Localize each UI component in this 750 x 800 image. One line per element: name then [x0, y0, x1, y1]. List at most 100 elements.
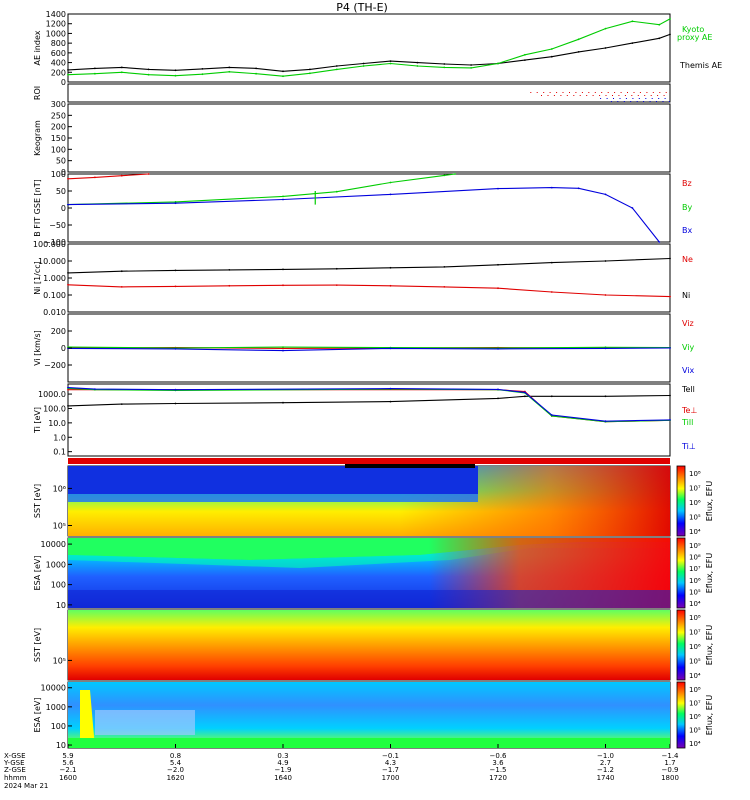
data-point	[550, 261, 553, 264]
data-point	[389, 60, 392, 62]
legend-ti-perp: Ti⊥	[681, 442, 696, 451]
data-point	[120, 174, 123, 177]
roi-mark	[530, 92, 532, 93]
colorbar-tick-label: 10⁶	[689, 643, 701, 651]
data-point	[604, 420, 607, 423]
series-line-vix	[67, 347, 671, 352]
colorbar-tick-label: 10⁸	[689, 554, 701, 562]
y-tick-label: 0.010	[43, 308, 66, 317]
y-tick-label: 100	[51, 145, 66, 154]
colorbar-label: Eflux, EFU	[705, 553, 714, 594]
y-tick-label: 1000	[46, 703, 66, 712]
data-point	[669, 257, 671, 260]
data-point	[389, 347, 392, 350]
series-line-ne	[67, 257, 671, 274]
data-point	[577, 187, 580, 190]
colorbars: 10⁸ 10⁷ 10⁶ 10⁵ 10⁴ Eflux, EFU 10⁹ 10⁸ 10⁷ 10⁶ 10⁵…	[676, 465, 714, 749]
data-point	[443, 63, 446, 65]
panel-frame-temperature	[67, 383, 671, 457]
y-tick-label: 10.0	[48, 419, 66, 428]
data-point	[454, 173, 456, 175]
roi-mark	[649, 101, 651, 102]
legend-ni: Ni	[682, 291, 690, 300]
data-point	[389, 266, 392, 269]
data-point	[604, 294, 607, 296]
colorbar-tick-label: 10⁸	[689, 686, 701, 694]
data-point	[389, 387, 392, 390]
roi-mark	[659, 92, 661, 93]
y-tick-label: 200	[51, 123, 66, 132]
data-point	[335, 190, 338, 193]
roi-mark	[600, 98, 602, 99]
colorbar-tick-label: 10⁷	[689, 700, 701, 708]
legend-viz: Viz	[682, 319, 694, 328]
roi-mark	[638, 98, 640, 99]
quality-bar-red	[68, 458, 670, 464]
panel-frame-bfield	[67, 173, 671, 243]
data-point	[94, 388, 96, 390]
data-point	[497, 62, 499, 65]
colorbar-tick-label: 10⁷	[689, 565, 701, 573]
data-point	[147, 173, 150, 175]
data-point	[255, 67, 257, 70]
colorbar-tick-label: 10⁸	[689, 614, 701, 622]
tick-z-gse: −2.0	[167, 766, 184, 774]
roi-mark	[625, 98, 627, 99]
tick-x-gse: 0.3	[277, 752, 288, 760]
y-tick-label: 400	[51, 59, 66, 68]
line-series	[67, 18, 671, 423]
colorbar-sst-electron	[676, 465, 686, 537]
roi-mark	[657, 95, 659, 96]
roi-mark	[633, 92, 635, 93]
y-tick-label: 0.100	[43, 291, 66, 300]
data-point	[174, 269, 177, 272]
data-point	[67, 177, 69, 180]
tick-z-gse: −1.9	[275, 766, 292, 774]
data-point	[389, 400, 392, 403]
data-point	[550, 48, 553, 50]
y-tick-label: 1.000	[43, 274, 66, 283]
data-point	[67, 405, 69, 407]
data-point	[669, 419, 671, 421]
panel-frame-roi	[67, 83, 671, 103]
y-tick-label: 0	[61, 204, 66, 213]
data-point	[335, 68, 338, 71]
data-point	[604, 193, 607, 196]
tick-hhmm: 1740	[597, 774, 615, 782]
roi-mark	[586, 95, 588, 96]
roi-mark	[556, 92, 558, 93]
y-tick-label: 10.000	[38, 257, 66, 266]
data-point	[669, 18, 671, 20]
data-point	[282, 268, 284, 271]
roi-mark	[607, 92, 609, 93]
data-point	[631, 42, 634, 44]
roi-mark	[636, 101, 638, 102]
series-line-ti-	[67, 387, 671, 422]
data-point	[658, 23, 661, 26]
data-point	[67, 388, 69, 391]
roi-mark	[665, 92, 667, 93]
roi-mark	[536, 92, 538, 93]
data-point	[362, 65, 365, 67]
data-point	[524, 53, 526, 56]
y-axis-label: SST [eV]	[33, 628, 42, 662]
y-tick-label: 50	[56, 157, 66, 166]
data-point	[94, 176, 96, 179]
y-tick-label: 300	[51, 100, 66, 109]
roi-mark	[637, 95, 639, 96]
roi-mark	[651, 98, 653, 99]
roi-mark	[627, 92, 628, 93]
y-tick-label: 100	[51, 581, 66, 590]
y-tick-label: 100.000	[33, 240, 66, 249]
roi-mark	[617, 101, 619, 102]
data-point	[67, 203, 69, 206]
data-point	[282, 70, 284, 73]
roi-mark	[560, 95, 562, 96]
tick-x-gse: −0.1	[382, 752, 399, 760]
data-point	[335, 65, 338, 67]
y-tick-label: 100.0	[43, 404, 66, 413]
y-tick-label: 0	[61, 344, 66, 353]
roi-mark	[656, 101, 657, 102]
data-point	[631, 20, 634, 23]
colorbar-tick-label: 10⁴	[689, 672, 701, 680]
